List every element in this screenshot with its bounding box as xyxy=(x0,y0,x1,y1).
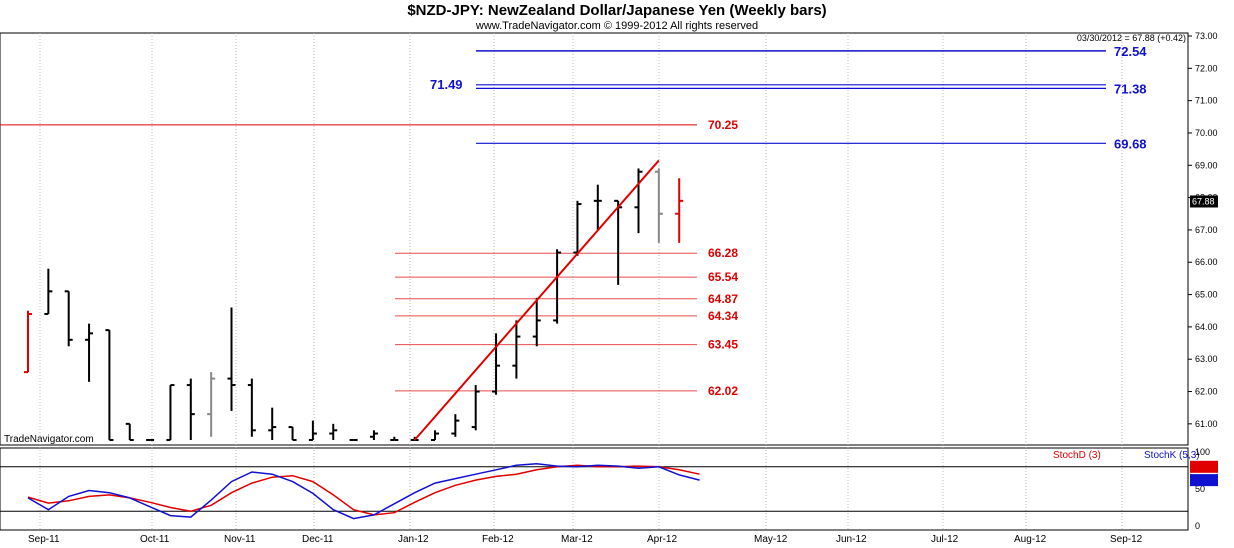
x-tick-label: Sep-12 xyxy=(1110,534,1143,545)
y-tick-label: 73.00 xyxy=(1195,31,1218,41)
x-tick-label: Aug-12 xyxy=(1014,534,1047,545)
x-tick-label: Apr-12 xyxy=(647,534,677,545)
y-tick-label: 66.00 xyxy=(1195,257,1218,267)
y-tick-label: 72.00 xyxy=(1195,63,1218,73)
stochd-value-marker xyxy=(1190,460,1218,473)
x-tick-label: Oct-11 xyxy=(140,534,170,545)
y-tick-label: 62.00 xyxy=(1195,387,1218,397)
x-tick-label: Dec-11 xyxy=(302,534,334,545)
y-tick-label: 65.00 xyxy=(1195,290,1218,300)
retracement-label: 66.28 xyxy=(708,246,738,260)
last-price-label: 67.88 xyxy=(1192,196,1215,206)
retracement-label: 64.87 xyxy=(708,292,738,306)
osc-series-line xyxy=(27,463,700,520)
last-price-marker xyxy=(1190,195,1218,208)
trend-line xyxy=(413,159,660,441)
x-tick-label: Jul-12 xyxy=(931,534,959,545)
y-tick-label: 64.00 xyxy=(1195,322,1218,332)
retracement-label: 62.02 xyxy=(708,384,738,398)
target-label: 71.49 xyxy=(430,77,463,92)
y-tick-label: 67.00 xyxy=(1195,225,1218,235)
chart-title: $NZD-JPY: NewZealand Dollar/Japanese Yen… xyxy=(407,2,827,19)
osc-series-line xyxy=(27,464,700,516)
osc-y-tick-label: 0 xyxy=(1195,521,1200,531)
target-label: 72.54 xyxy=(1114,44,1147,59)
copyright-text: www.TradeNavigator.com © 1999-2012 All r… xyxy=(475,20,759,32)
y-tick-label: 61.00 xyxy=(1195,419,1218,429)
y-tick-label: 69.00 xyxy=(1195,160,1218,170)
retracement-label: 64.34 xyxy=(708,309,738,323)
retracement-label: 63.45 xyxy=(708,338,738,352)
x-tick-label: May-12 xyxy=(754,534,788,545)
x-tick-label: Feb-12 xyxy=(482,534,514,545)
target-label: 69.68 xyxy=(1114,136,1147,151)
osc-y-tick-label: 50 xyxy=(1195,484,1205,494)
retracement-label: 65.54 xyxy=(708,270,738,284)
osc-y-tick-label: 100 xyxy=(1195,447,1210,457)
x-tick-label: Jan-12 xyxy=(398,534,429,545)
y-tick-label: 71.00 xyxy=(1195,96,1218,106)
x-tick-label: Nov-11 xyxy=(224,534,256,545)
x-tick-label: Sep-11 xyxy=(28,534,60,545)
price-panel-frame xyxy=(0,32,1189,446)
x-tick-label: Mar-12 xyxy=(561,534,593,545)
target-label: 71.38 xyxy=(1114,81,1147,96)
y-tick-label: 63.00 xyxy=(1195,354,1218,364)
stochd-legend: StochD (3) xyxy=(1053,450,1101,461)
x-tick-label: Jun-12 xyxy=(836,534,867,545)
stochk-value-marker xyxy=(1190,474,1218,487)
resistance-label: 70.25 xyxy=(708,118,738,132)
y-tick-label: 70.00 xyxy=(1195,128,1218,138)
watermark-text: TradeNavigator.com xyxy=(4,434,94,445)
stochk-legend: StochK (5,3) xyxy=(1144,450,1200,461)
oscillator-panel-frame xyxy=(0,447,1189,531)
last-quote-text: 03/30/2012 = 67.88 (+0.42) xyxy=(1076,33,1186,43)
